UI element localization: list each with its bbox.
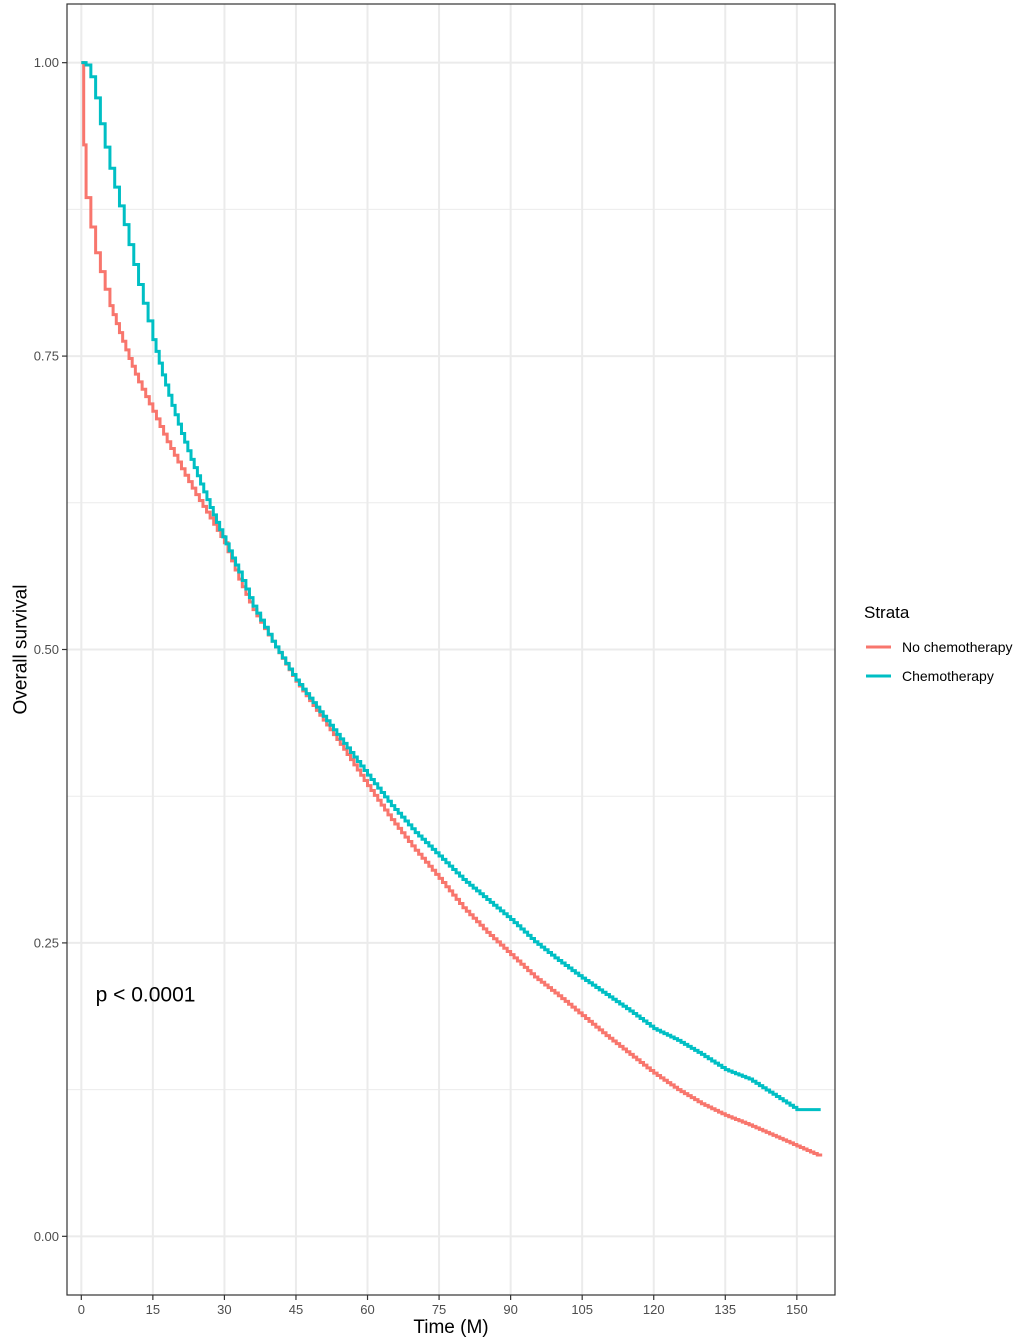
x-axis-title: Time (M) <box>413 1317 488 1338</box>
x-tick-label: 15 <box>146 1302 160 1317</box>
legend-items: No chemotherapy Chemotherapy <box>866 639 1013 684</box>
y-tick-label: 0.25 <box>34 935 59 950</box>
x-tick-label: 90 <box>503 1302 517 1317</box>
y-tick-label: 0.75 <box>34 349 59 364</box>
legend-label: No chemotherapy <box>902 639 1013 655</box>
p-value-annotation: p < 0.0001 <box>96 984 196 1007</box>
x-tick-label: 30 <box>217 1302 231 1317</box>
x-tick-label: 150 <box>786 1302 808 1317</box>
y-axis: 0.00 0.25 0.50 0.75 1.00 <box>34 55 67 1244</box>
major-gridlines <box>67 4 835 1295</box>
legend-item: No chemotherapy <box>866 639 1013 655</box>
x-tick-label: 75 <box>432 1302 446 1317</box>
x-axis: 0 15 30 45 60 75 90 105 120 135 150 <box>78 1295 808 1317</box>
minor-gridlines <box>67 208 835 1091</box>
x-tick-label: 60 <box>360 1302 374 1317</box>
y-tick-label: 1.00 <box>34 55 59 70</box>
y-tick-label: 0.50 <box>34 642 59 657</box>
series-layer <box>81 61 823 1157</box>
series-line-chemotherapy <box>81 61 821 1112</box>
legend: Strata No chemotherapy Chemotherapy <box>864 603 1013 684</box>
x-tick-label: 105 <box>571 1302 593 1317</box>
series-line-no-chemotherapy <box>81 61 823 1157</box>
x-tick-label: 135 <box>714 1302 736 1317</box>
x-tick-label: 45 <box>289 1302 303 1317</box>
y-axis-title: Overall survival <box>11 585 32 715</box>
legend-item: Chemotherapy <box>866 668 994 684</box>
plot-panel <box>66 3 836 1296</box>
x-tick-label: 0 <box>78 1302 85 1317</box>
legend-label: Chemotherapy <box>902 668 994 684</box>
y-tick-label: 0.00 <box>34 1229 59 1244</box>
x-tick-label: 120 <box>643 1302 665 1317</box>
legend-title: Strata <box>864 603 910 622</box>
